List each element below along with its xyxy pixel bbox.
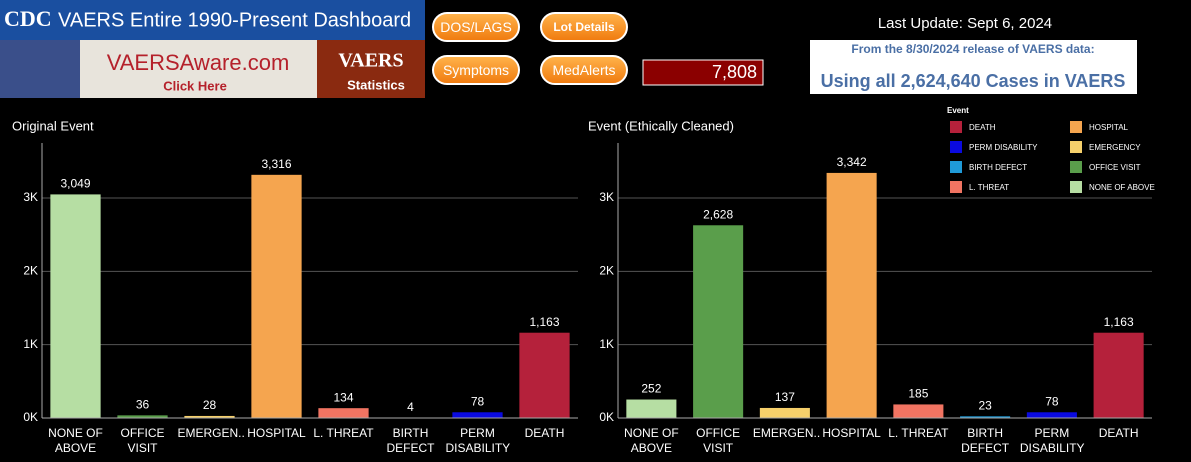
bar bbox=[1026, 412, 1077, 418]
y-tick-label: 2K bbox=[599, 264, 614, 278]
chart-title: Event (Ethically Cleaned) bbox=[588, 118, 734, 133]
y-tick-label: 0K bbox=[23, 410, 38, 424]
bar bbox=[452, 412, 503, 418]
x-tick-label: NONE OF ABOVE bbox=[624, 426, 679, 455]
bar bbox=[1093, 332, 1144, 418]
value-label: 2,628 bbox=[703, 207, 733, 221]
release-box bbox=[810, 40, 1137, 94]
legend-swatch bbox=[1070, 181, 1082, 193]
bar bbox=[960, 416, 1011, 418]
release: From the 8/30/2024 release of VAERS data… bbox=[851, 42, 1094, 56]
x-tick-label: L. THREAT bbox=[313, 426, 374, 440]
bar bbox=[826, 172, 877, 418]
legend-label: BIRTH DEFECT bbox=[969, 163, 1027, 172]
nav-button[interactable]: Symptoms bbox=[432, 55, 520, 85]
legend-swatch bbox=[1070, 141, 1082, 153]
logo: CDC bbox=[4, 6, 52, 31]
legend-swatch bbox=[950, 121, 962, 133]
legend-title: Event bbox=[947, 106, 969, 115]
title-bar bbox=[0, 0, 425, 40]
eagle-image bbox=[0, 40, 80, 98]
legend-swatch bbox=[950, 141, 962, 153]
legend-swatch bbox=[950, 181, 962, 193]
value-label: 78 bbox=[471, 394, 485, 408]
bar bbox=[893, 404, 944, 418]
x-tick-label: EMERGEN.. bbox=[177, 426, 245, 440]
value-label: 3,342 bbox=[837, 155, 867, 169]
bar bbox=[318, 408, 369, 418]
legend-swatch bbox=[1070, 161, 1082, 173]
nav-button[interactable]: MedAlerts bbox=[540, 55, 628, 85]
x-tick-label: HOSPITAL bbox=[247, 426, 306, 440]
value-label: 78 bbox=[1045, 394, 1059, 408]
badge-text: VAERS bbox=[338, 50, 403, 72]
y-tick-label: 3K bbox=[23, 190, 38, 204]
dashboard-title: VAERS Entire 1990-Present Dashboard bbox=[58, 9, 411, 31]
value-label: 28 bbox=[203, 398, 217, 412]
x-tick-label: HOSPITAL bbox=[822, 426, 881, 440]
legend-label: NONE OF ABOVE bbox=[1089, 183, 1155, 192]
bar bbox=[759, 407, 810, 418]
x-tick-label: OFFICE VISIT bbox=[696, 426, 741, 455]
nav-button[interactable]: Lot Details bbox=[540, 12, 628, 42]
bar bbox=[50, 194, 101, 418]
value-label: 36 bbox=[136, 398, 150, 412]
value-label: 4 bbox=[407, 400, 414, 414]
x-tick-label: BIRTH DEFECT bbox=[961, 426, 1010, 455]
legend-label: HOSPITAL bbox=[1089, 123, 1129, 132]
bar bbox=[519, 332, 570, 418]
x-tick-label: PERM DISABILITY bbox=[445, 426, 511, 455]
banner-text: VAERSAware.com bbox=[107, 50, 290, 75]
x-tick-label: BIRTH DEFECT bbox=[386, 426, 435, 455]
y-tick-label: 1K bbox=[23, 337, 38, 351]
y-tick-label: 1K bbox=[599, 337, 614, 351]
legend-swatch bbox=[1070, 121, 1082, 133]
legend-label: EMERGENCY bbox=[1089, 143, 1141, 152]
x-tick-label: DEATH bbox=[1098, 426, 1139, 440]
badge bbox=[317, 40, 425, 98]
value-label: 252 bbox=[641, 382, 661, 396]
count-box bbox=[642, 59, 764, 86]
y-tick-label: 0K bbox=[599, 410, 614, 424]
chart-title: Original Event bbox=[12, 118, 94, 133]
bar bbox=[251, 174, 302, 418]
x-tick-label: OFFICE VISIT bbox=[120, 426, 165, 455]
banner[interactable] bbox=[80, 40, 317, 98]
legend-swatch bbox=[950, 161, 962, 173]
x-tick-label: PERM DISABILITY bbox=[1019, 426, 1085, 455]
last-update: Last Update: Sept 6, 2024 bbox=[878, 15, 1052, 32]
x-tick-label: NONE OF ABOVE bbox=[48, 426, 103, 455]
value-label: 3,316 bbox=[261, 157, 291, 171]
value-label: 137 bbox=[775, 390, 795, 404]
x-tick-label: DEATH bbox=[524, 426, 565, 440]
legend-label: PERM DISABILITY bbox=[969, 143, 1038, 152]
value-label: 134 bbox=[333, 390, 353, 404]
value-label: 1,163 bbox=[529, 315, 559, 329]
y-tick-label: 3K bbox=[599, 190, 614, 204]
legend-label: DEATH bbox=[969, 123, 996, 132]
count: 7,808 bbox=[712, 62, 757, 82]
bar bbox=[626, 399, 677, 418]
cases: Using all 2,624,640 Cases in VAERS bbox=[821, 71, 1126, 91]
value-label: 23 bbox=[978, 398, 992, 412]
legend-label: L. THREAT bbox=[969, 183, 1009, 192]
badge-sub: Statistics bbox=[347, 77, 405, 92]
value-label: 1,163 bbox=[1104, 315, 1134, 329]
y-tick-label: 2K bbox=[23, 264, 38, 278]
value-label: 3,049 bbox=[60, 177, 90, 191]
nav-button[interactable]: DOS/LAGS bbox=[432, 12, 520, 42]
legend-label: OFFICE VISIT bbox=[1089, 163, 1141, 172]
banner-sub: Click Here bbox=[163, 78, 227, 93]
bar bbox=[693, 225, 744, 418]
bar bbox=[117, 415, 168, 418]
x-tick-label: L. THREAT bbox=[888, 426, 949, 440]
x-tick-label: EMERGEN.. bbox=[752, 426, 821, 440]
bar bbox=[184, 415, 235, 418]
value-label: 185 bbox=[908, 387, 928, 401]
